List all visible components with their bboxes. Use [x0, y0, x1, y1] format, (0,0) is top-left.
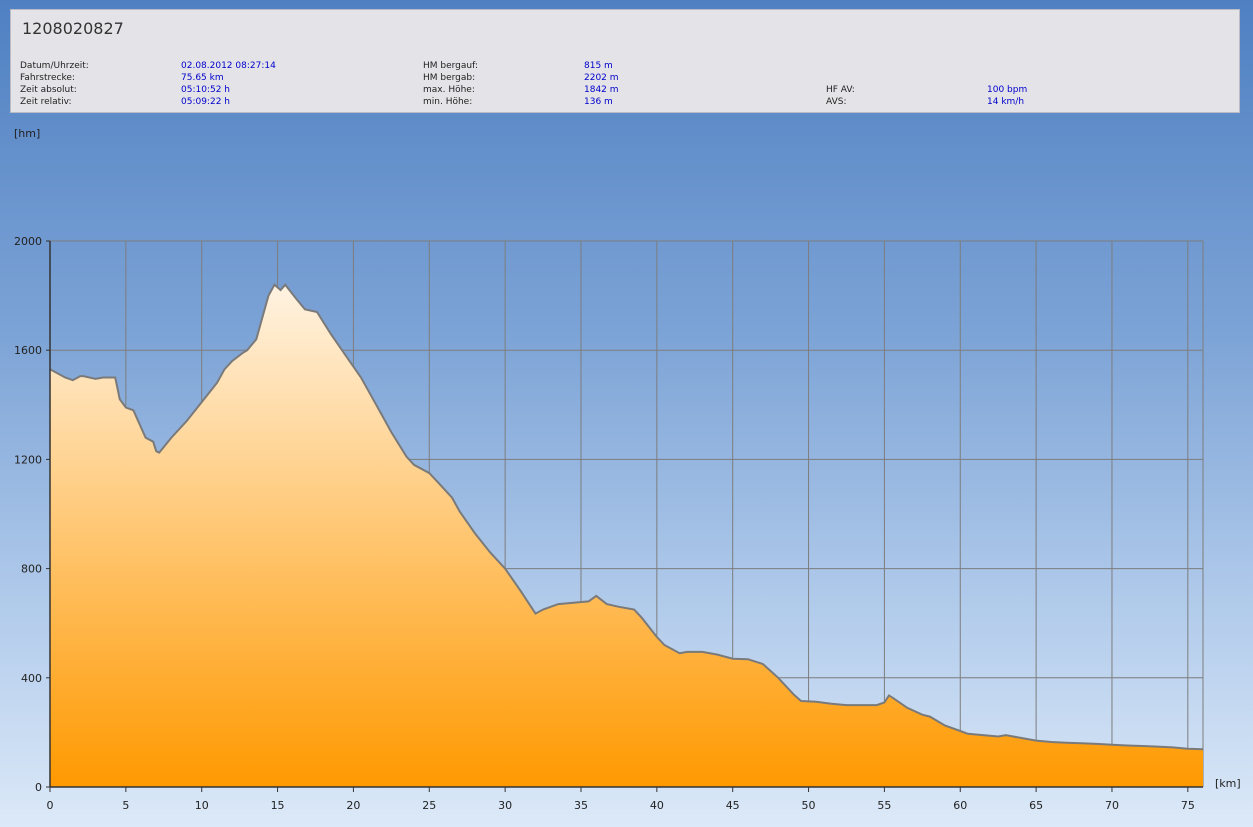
- stat-label-datum: Datum/Uhrzeit:: [20, 61, 89, 71]
- x-tick-label: 60: [953, 799, 967, 812]
- x-tick-label: 0: [47, 799, 54, 812]
- stat-label-fahrstrecke: Fahrstrecke:: [20, 73, 75, 83]
- stat-label-hf-av: HF AV:: [826, 85, 855, 95]
- x-tick-label: 30: [498, 799, 512, 812]
- stat-label-min-hoehe: min. Höhe:: [423, 97, 473, 107]
- x-tick-label: 55: [877, 799, 891, 812]
- stat-value-max-hoehe: 1842 m: [584, 85, 619, 95]
- x-tick-label: 25: [422, 799, 436, 812]
- y-tick-label: 400: [21, 672, 42, 685]
- stat-label-zeit-relativ: Zeit relativ:: [20, 97, 72, 107]
- tick-labels: 0 5 10 15 20 25 30 35 40 45 50 55 60 65 70 75 0 400 800 120…: [14, 235, 1195, 812]
- y-axis-unit: [hm]: [14, 127, 41, 140]
- x-tick-label: 5: [122, 799, 129, 812]
- stat-value-min-hoehe: 136 m: [584, 97, 613, 107]
- stats-panel: 1208020827 Datum/Uhrzeit: 02.08.2012 08:…: [10, 9, 1240, 113]
- stat-label-avs: AVS:: [826, 97, 847, 107]
- x-tick-label: 40: [650, 799, 664, 812]
- stat-label-zeit-absolut: Zeit absolut:: [20, 85, 77, 95]
- x-tick-label: 15: [271, 799, 285, 812]
- stat-value-hm-bergauf: 815 m: [584, 61, 613, 71]
- x-tick-label: 35: [574, 799, 588, 812]
- x-tick-label: 50: [802, 799, 816, 812]
- stat-value-datum: 02.08.2012 08:27:14: [181, 61, 276, 71]
- stat-value-fahrstrecke: 75.65 km: [181, 73, 224, 83]
- x-tick-label: 65: [1029, 799, 1043, 812]
- stat-label-max-hoehe: max. Höhe:: [423, 85, 475, 95]
- x-tick-label: 20: [346, 799, 360, 812]
- axes: [46, 240, 1203, 792]
- y-tick-label: 800: [21, 563, 42, 576]
- page-title: 1208020827: [22, 19, 124, 38]
- x-tick-label: 45: [726, 799, 740, 812]
- x-tick-label: 75: [1181, 799, 1195, 812]
- stat-label-hm-bergauf: HM bergauf:: [423, 61, 478, 71]
- stat-value-zeit-absolut: 05:10:52 h: [181, 85, 230, 95]
- x-axis-unit: [km]: [1215, 777, 1241, 790]
- stat-value-zeit-relativ: 05:09:22 h: [181, 97, 230, 107]
- stat-value-hm-bergab: 2202 m: [584, 73, 619, 83]
- y-tick-label: 2000: [14, 235, 42, 248]
- stat-value-avs: 14 km/h: [987, 97, 1025, 107]
- y-tick-label: 1600: [14, 344, 42, 357]
- stat-value-hf-av: 100 bpm: [987, 85, 1028, 95]
- y-tick-label: 1200: [14, 453, 42, 466]
- elevation-area: [50, 284, 1203, 787]
- x-tick-label: 70: [1105, 799, 1119, 812]
- elevation-line: [49, 283, 1204, 751]
- x-tick-label: 10: [195, 799, 209, 812]
- y-tick-label: 0: [35, 781, 42, 794]
- stat-label-hm-bergab: HM bergab:: [423, 73, 476, 83]
